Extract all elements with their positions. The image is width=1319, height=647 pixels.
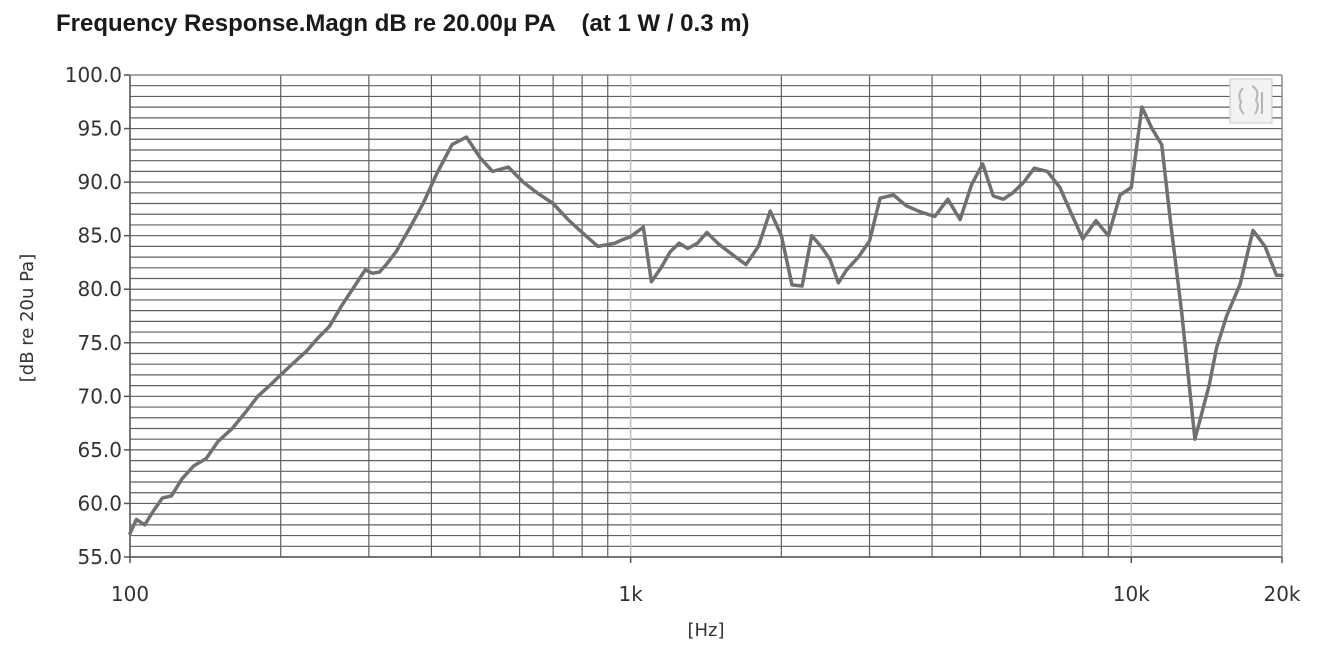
y-tick-label: 85.0 [77,224,122,248]
y-tick-label: 100.0 [65,63,122,87]
axes [124,74,1283,563]
y-axis-label: [dB re 20u Pa] [17,254,38,382]
y-tick-label: 75.0 [77,331,122,355]
logo-icon [1229,78,1273,124]
y-tick-label: 95.0 [77,117,122,141]
x-tick-label: 20k [1263,582,1300,606]
x-tick-label: 10k [1113,582,1150,606]
x-axis-label: [Hz] [687,620,724,641]
y-tick-label: 55.0 [77,545,122,569]
series-layer [128,105,1284,536]
y-tick-label: 80.0 [77,277,122,301]
x-tick-label: 100 [111,582,149,606]
y-tick-label: 90.0 [77,170,122,194]
chart-title: Frequency Response.Magn dB re 20.00μ PA … [56,10,750,37]
x-tick-label: 1k [618,582,643,606]
grid-lines [129,74,1283,558]
y-tick-label: 70.0 [77,384,122,408]
tick-labels: 55.0 60.0 65.0 70.0 75.0 80.0 85.0 90.0 95.0 100.… [65,63,1301,606]
frequency-response-line [128,105,1284,536]
y-tick-label: 65.0 [77,438,122,462]
y-tick-label: 60.0 [77,491,122,515]
